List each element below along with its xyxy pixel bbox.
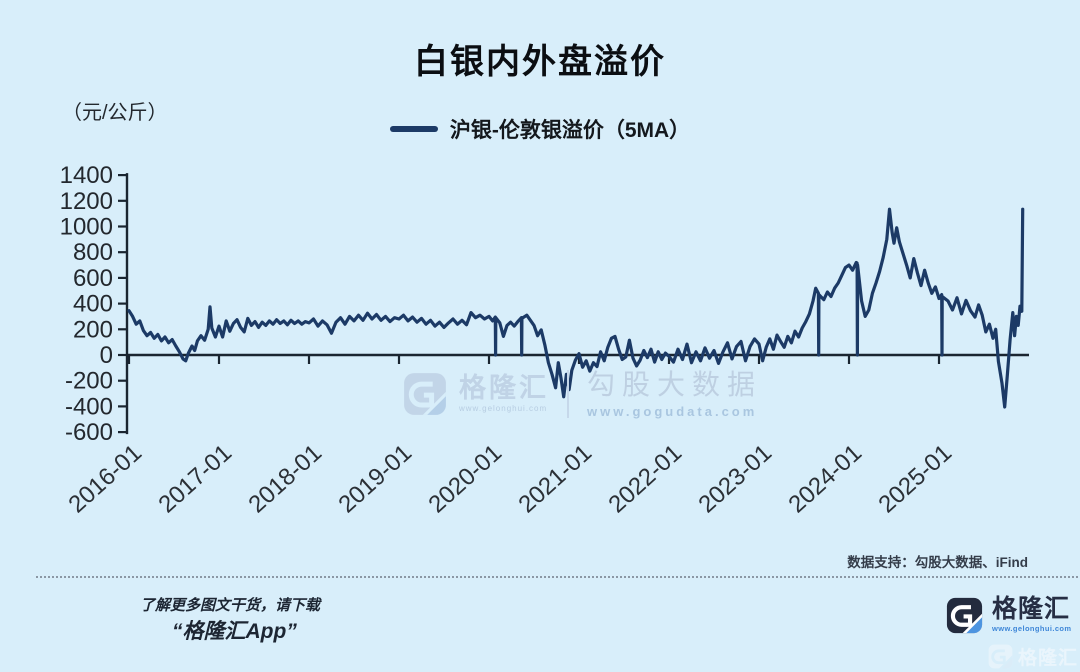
svg-text:2017-01: 2017-01 xyxy=(153,439,237,518)
svg-text:1200: 1200 xyxy=(60,188,113,215)
svg-text:2020-01: 2020-01 xyxy=(423,439,507,518)
data-support-note: 数据支持：勾股大数据、iFind xyxy=(847,555,1028,570)
svg-text:0: 0 xyxy=(100,342,113,369)
svg-text:1000: 1000 xyxy=(60,214,113,241)
svg-text:200: 200 xyxy=(73,316,113,343)
svg-text:2024-01: 2024-01 xyxy=(783,439,867,518)
svg-text:400: 400 xyxy=(73,291,113,318)
svg-text:2022-01: 2022-01 xyxy=(603,439,687,518)
svg-text:2023-01: 2023-01 xyxy=(693,439,777,518)
legend-series-label: 沪银-伦敦银溢价（5MA） xyxy=(449,119,691,142)
svg-text:2021-01: 2021-01 xyxy=(513,439,597,518)
svg-text:600: 600 xyxy=(73,265,113,292)
logo-brand-text: 格隆汇 xyxy=(992,595,1071,623)
svg-text:2019-01: 2019-01 xyxy=(333,439,417,518)
gelonghui-logo: 格隆汇 www.gelonghui.com xyxy=(946,597,1071,634)
footer-app-name: “格隆汇App” xyxy=(172,620,297,643)
chart-legend: 沪银-伦敦银溢价（5MA） xyxy=(0,114,1080,144)
svg-text:2018-01: 2018-01 xyxy=(243,439,327,518)
svg-text:-400: -400 xyxy=(65,393,113,420)
svg-text:2025-01: 2025-01 xyxy=(873,439,957,518)
legend-line-swatch xyxy=(389,126,438,132)
y-axis-unit-label: （元/公斤） xyxy=(62,102,168,124)
gelonghui-logo-icon xyxy=(946,597,983,634)
page-title: 白银内外盘溢价 xyxy=(414,43,666,81)
svg-text:2016-01: 2016-01 xyxy=(63,439,147,518)
footer-promo-text: 了解更多图文干货，请下载 xyxy=(140,597,321,614)
footer-separator xyxy=(36,576,1078,578)
svg-text:1400: 1400 xyxy=(60,162,113,189)
logo-brand-url: www.gelonghui.com xyxy=(992,624,1072,633)
svg-text:800: 800 xyxy=(73,239,113,266)
svg-text:-600: -600 xyxy=(65,419,113,446)
svg-text:-200: -200 xyxy=(65,368,113,395)
